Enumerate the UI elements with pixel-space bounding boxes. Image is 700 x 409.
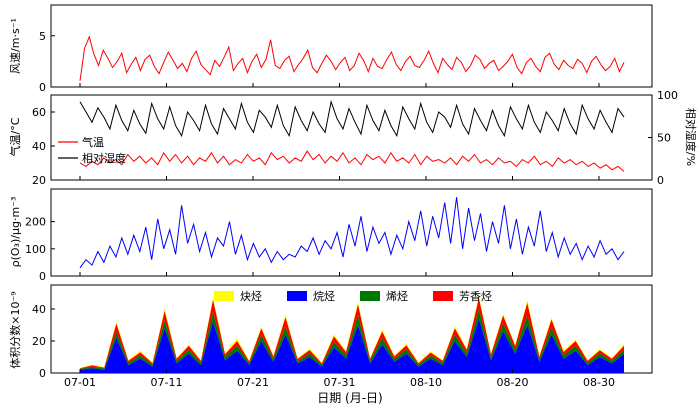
ozone-panel: 0 100 200 ρ(O₃)/μg·m⁻³ — [9, 188, 653, 283]
y-tick-label: 0 — [39, 81, 46, 94]
humidity-series — [79, 99, 625, 138]
y-tick-label: 5 — [39, 30, 46, 43]
legend-alkyne-label: 炔烃 — [240, 290, 262, 303]
y-tick-label: 40 — [32, 140, 46, 153]
legend-alkyne-swatch — [214, 291, 234, 301]
legend-humidity-label: 相对湿度 — [82, 151, 126, 165]
y-tick-label: 100 — [25, 243, 46, 256]
area-1 — [80, 318, 624, 373]
y-right-tick-label: 0 — [657, 174, 664, 187]
wind-panel-frame — [50, 4, 653, 88]
x-tick-label: 07-11 — [151, 376, 183, 389]
legend-aromatic-swatch — [433, 291, 453, 301]
temp-humidity-panel: 20 40 60 0 50 100 气温/°C 相对湿度/% 气温 相对湿度 — [8, 89, 698, 187]
vocs-ylabel: 体积分数×10⁻⁹ — [8, 291, 22, 368]
legend-alkene-label: 烯烃 — [386, 290, 408, 303]
x-tick-label: 08-20 — [497, 376, 529, 389]
temp-ylabel: 气温/°C — [8, 117, 22, 156]
wind-ylabel: 风速/m·s⁻¹ — [9, 18, 22, 74]
x-tick-label: 08-10 — [410, 376, 442, 389]
temperature-series — [79, 150, 625, 172]
y-tick-label: 20 — [32, 335, 46, 348]
legend-alkene-swatch — [360, 291, 380, 301]
wind-speed-series — [79, 35, 625, 81]
y-tick-label: 200 — [25, 216, 46, 229]
y-tick-label: 60 — [32, 106, 46, 119]
ozone-panel-frame — [50, 188, 653, 277]
x-tick-label: 07-01 — [64, 376, 96, 389]
humidity-ylabel: 相对湿度/% — [684, 108, 698, 166]
vocs-panel: 0 20 40 体积分数×10⁻⁹ 炔烃 烷烃 烯烃 芳香烃 07-01 07-11 0… — [8, 83, 653, 405]
temp-humidity-legend: 气温 相对湿度 — [58, 135, 126, 165]
x-tick-label: 07-21 — [237, 376, 269, 389]
temp-humidity-panel-frame — [50, 94, 653, 181]
ozone-ylabel: ρ(O₃)/μg·m⁻³ — [9, 197, 22, 268]
y-tick-label: 0 — [39, 367, 46, 380]
x-tick-label: 07-31 — [324, 376, 356, 389]
legend-alkane-swatch — [287, 291, 307, 301]
area-2 — [80, 309, 624, 370]
x-axis-label: 日期 (月-日) — [317, 391, 383, 405]
y-right-tick-label: 100 — [657, 89, 678, 102]
y-right-tick-label: 50 — [657, 132, 671, 145]
x-tick-label: 08-30 — [583, 376, 615, 389]
y-tick-label: 20 — [32, 174, 46, 187]
ozone-series — [79, 197, 625, 269]
y-tick-label: 40 — [32, 303, 46, 316]
area-3 — [80, 297, 624, 369]
wind-panel: 0 5 风速/m·s⁻¹ — [9, 4, 653, 94]
vocs-legend: 炔烃 烷烃 烯烃 芳香烃 — [214, 289, 492, 303]
legend-alkane-label: 烷烃 — [313, 289, 335, 303]
legend-temp-label: 气温 — [82, 135, 104, 149]
legend-aromatic-label: 芳香烃 — [459, 289, 492, 303]
y-tick-label: 0 — [39, 270, 46, 283]
